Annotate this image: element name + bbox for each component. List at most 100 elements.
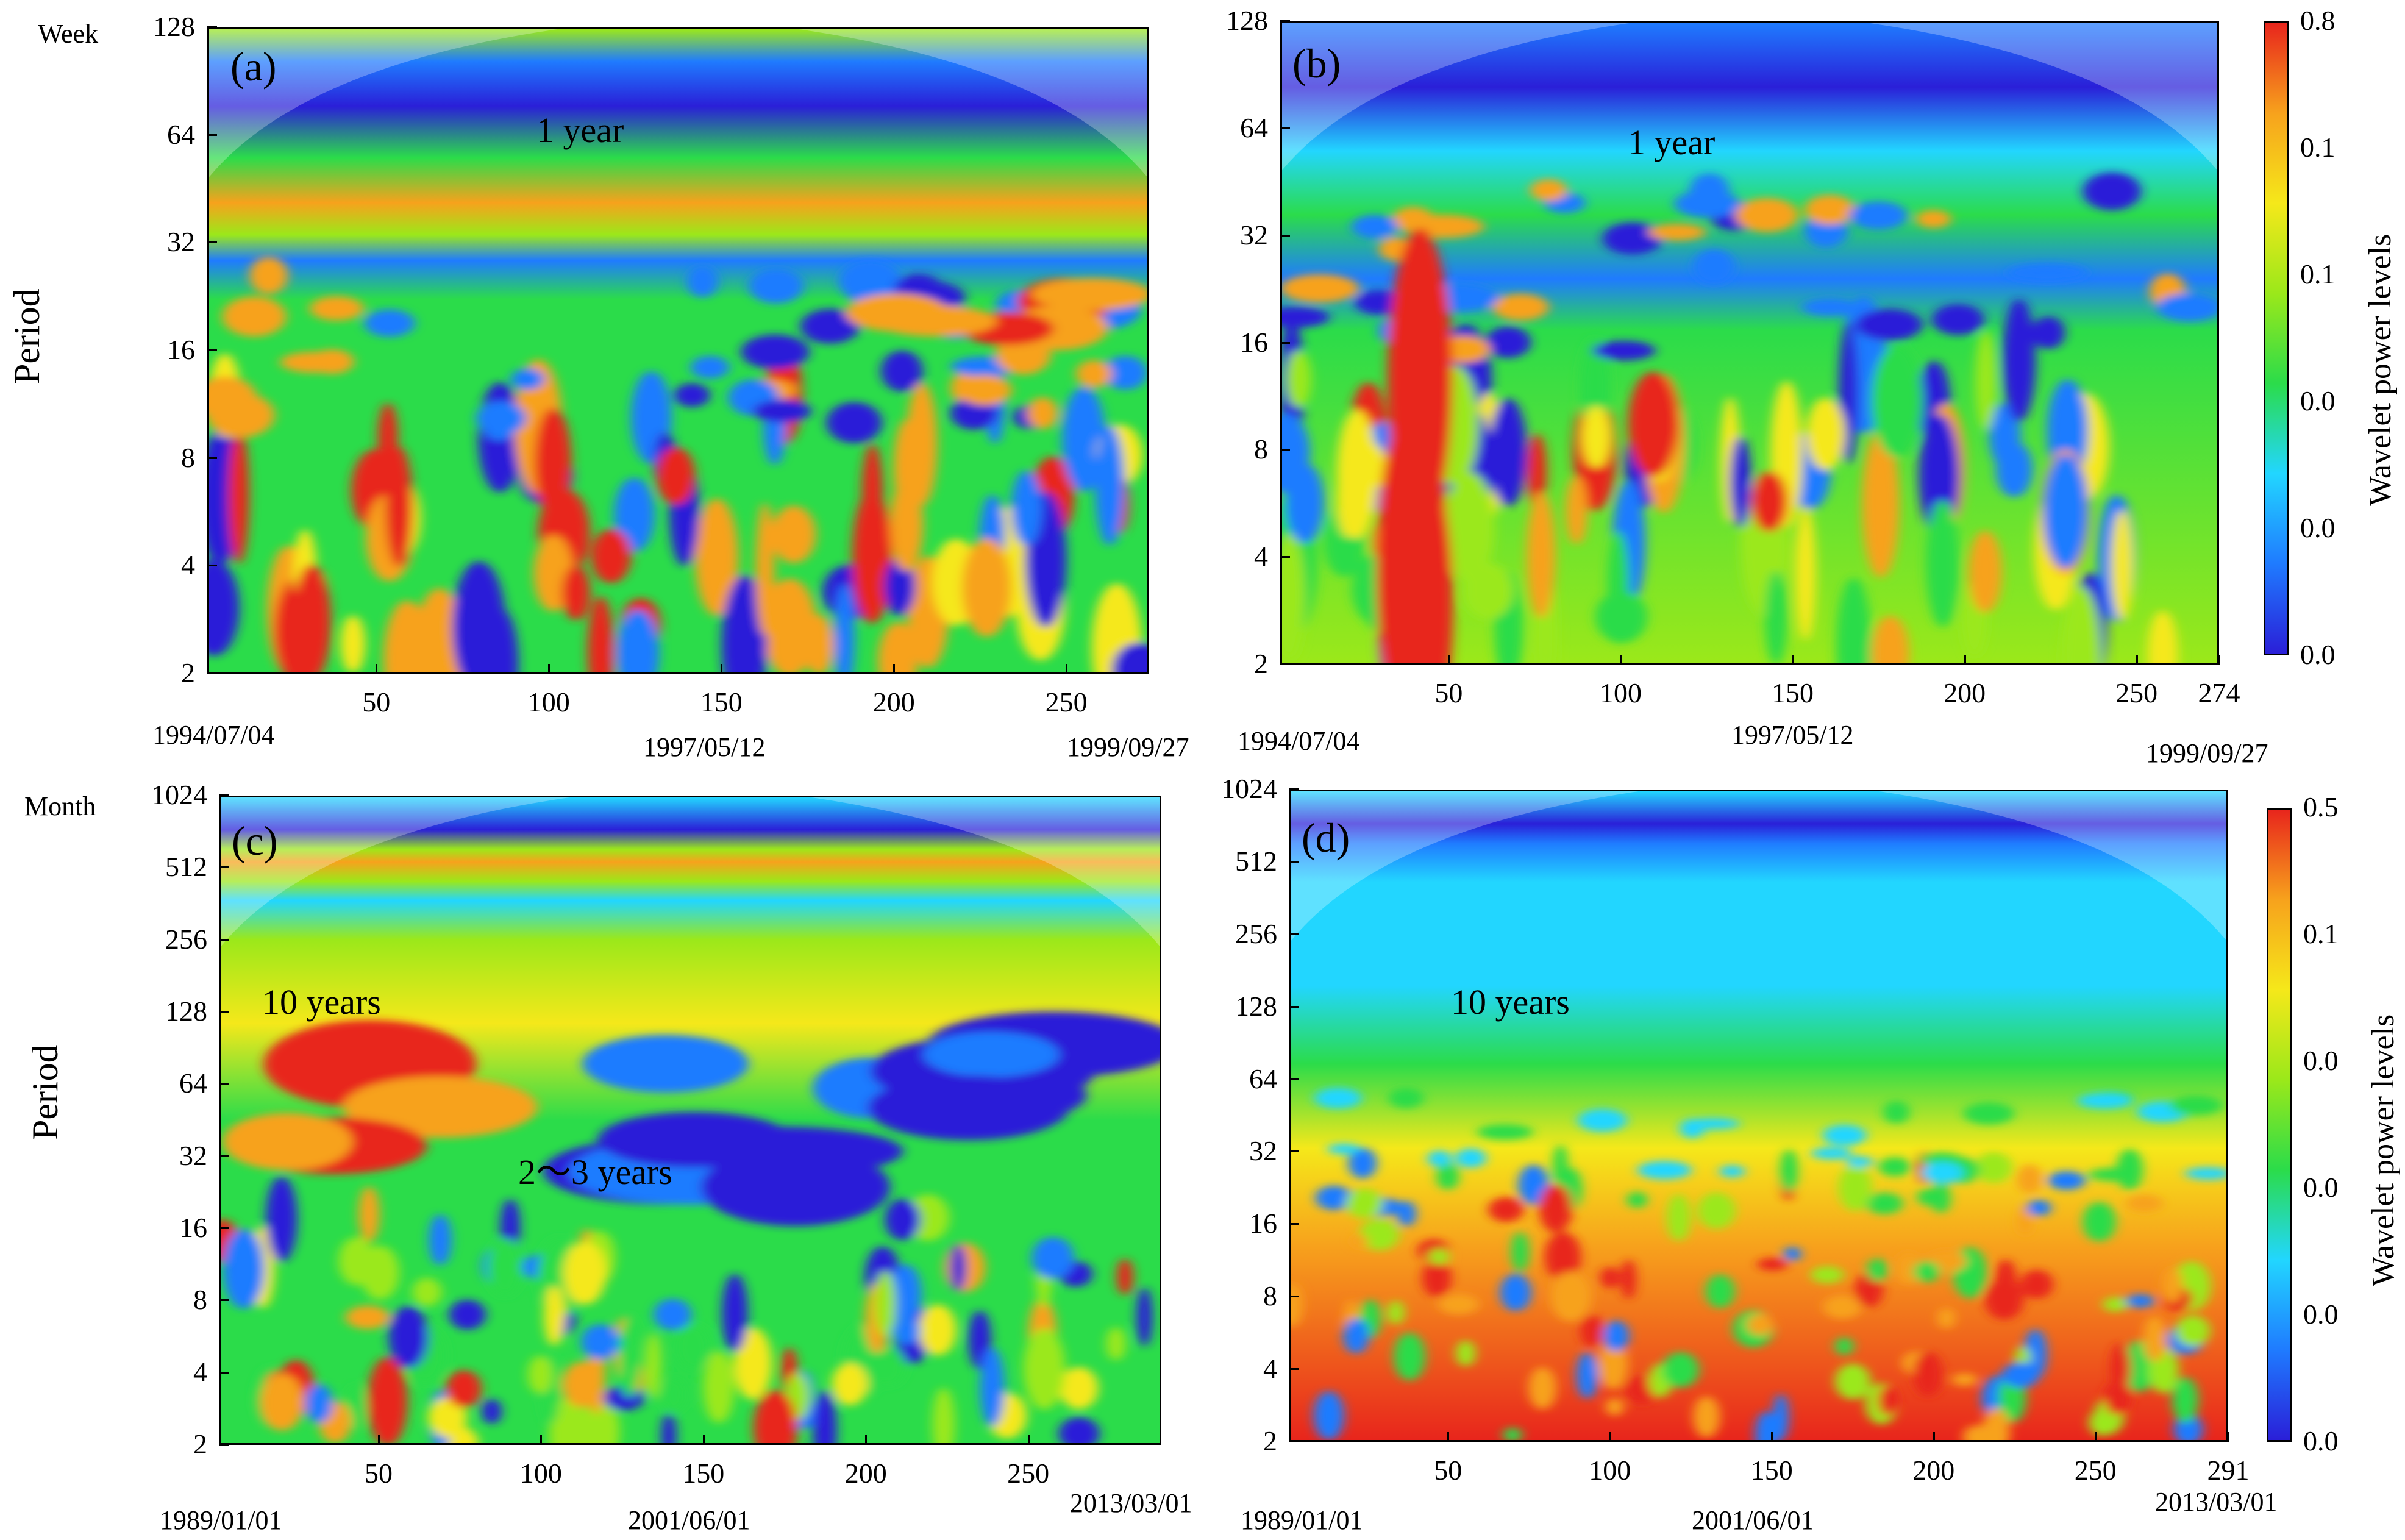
power-blob — [1666, 1194, 1691, 1241]
power-blob — [1975, 1152, 2012, 1183]
power-blob — [228, 426, 249, 565]
power-blob — [1345, 1188, 1383, 1219]
y-tick-mark — [219, 1299, 229, 1302]
power-blob — [1811, 1266, 1844, 1284]
x-tick-label: 250 — [2115, 677, 2158, 708]
power-blob — [2002, 298, 2036, 422]
y-axis-title-c: Period — [25, 1044, 65, 1140]
y-tick-label: 64 — [179, 1068, 207, 1099]
power-blob — [950, 1244, 967, 1291]
colorbar-tick-label: 0.1 — [2300, 132, 2336, 163]
power-blob — [1747, 1313, 1773, 1336]
annotation-c-0: 10 years — [262, 982, 381, 1022]
power-blob — [892, 1317, 921, 1345]
power-blob — [1061, 387, 1106, 492]
power-blob — [343, 1076, 538, 1138]
y-tick-mark — [207, 349, 217, 351]
power-blob — [694, 498, 739, 616]
power-blob — [1917, 1188, 1940, 1206]
date-mid-b: 1997/05/12 — [1731, 720, 1854, 750]
date-end-b: 1999/09/27 — [2146, 738, 2268, 768]
power-blob — [873, 1347, 905, 1386]
power-blob — [2026, 1199, 2051, 1216]
power-blob — [1620, 1259, 1636, 1300]
power-blob — [340, 615, 366, 672]
power-blob — [429, 1214, 452, 1266]
date-mid-c: 2001/06/01 — [628, 1505, 750, 1535]
power-blob — [563, 1241, 607, 1305]
power-blob — [2169, 1096, 2223, 1116]
power-blob — [1915, 210, 1951, 228]
y-tick-label: 64 — [1249, 1063, 1277, 1094]
date-start-b: 1994/07/04 — [1238, 726, 1360, 756]
power-blob — [1462, 563, 1514, 619]
power-blob — [1518, 1164, 1549, 1205]
y-tick-mark — [1289, 1368, 1299, 1371]
power-blob — [733, 1327, 772, 1400]
x-tick-label: 250 — [1007, 1458, 1050, 1489]
power-blob — [661, 1377, 688, 1413]
power-blob — [2103, 1380, 2131, 1415]
x-tick-mark — [1620, 655, 1622, 665]
power-blob — [1823, 1295, 1862, 1319]
y-tick-mark — [1280, 663, 1290, 665]
y-tick-label: 8 — [193, 1284, 207, 1316]
y-tick-mark — [207, 241, 217, 244]
power-blob — [1484, 326, 1531, 358]
power-blob — [1982, 1408, 2010, 1440]
y-tick-mark — [1280, 556, 1290, 558]
colorbar-tick-label: 0.8 — [2300, 5, 2336, 36]
power-blob — [452, 561, 506, 672]
power-blob — [1348, 1147, 1377, 1179]
x-tick-label: 50 — [365, 1458, 393, 1489]
colorbar-tick-label: 0.0 — [2303, 1045, 2339, 1076]
date-mid-a: 1997/05/12 — [643, 732, 766, 762]
y-tick-mark — [1289, 1005, 1299, 1008]
x-tick-mark — [865, 1435, 868, 1445]
power-blob — [1352, 1235, 1369, 1248]
colorbar-tick-label: 0.0 — [2300, 385, 2336, 416]
y-tick-label: 256 — [165, 923, 207, 955]
power-blob — [1106, 1327, 1126, 1361]
power-blob — [1895, 1252, 1922, 1285]
power-blob — [1387, 1300, 1405, 1325]
power-blob — [1592, 340, 1656, 361]
power-blob — [292, 564, 332, 672]
power-blob — [2126, 1194, 2164, 1213]
power-blob — [1477, 1124, 1533, 1140]
power-blob — [1530, 179, 1567, 201]
colorbar-tick-label: 0.1 — [2300, 258, 2336, 290]
power-blob — [1580, 1314, 1604, 1347]
colorbar-tick-label: 0.0 — [2300, 639, 2336, 670]
power-blob — [222, 296, 287, 337]
power-blob — [1705, 1274, 1735, 1308]
power-blob — [752, 399, 811, 423]
power-blob — [1674, 190, 1740, 218]
date-start-c: 1989/01/01 — [160, 1505, 282, 1535]
power-blob — [1388, 1087, 1424, 1108]
power-blob — [1783, 1247, 1801, 1261]
y-tick-mark — [207, 565, 217, 567]
power-blob — [1286, 350, 1311, 408]
x-tick-label: 100 — [519, 1458, 562, 1489]
power-blob — [1628, 371, 1679, 477]
power-blob — [2043, 454, 2089, 569]
power-blob — [1023, 1328, 1066, 1410]
power-blob — [813, 1390, 837, 1443]
power-blob — [1397, 1200, 1416, 1227]
power-blob — [2163, 1267, 2183, 1303]
power-blob — [2048, 1171, 2086, 1190]
x-tick-mark — [1964, 655, 1966, 665]
power-blob — [482, 1399, 502, 1424]
date-end-a: 1999/09/27 — [1067, 732, 1189, 762]
power-blob — [645, 1333, 661, 1399]
power-blob — [1602, 222, 1663, 255]
power-blob — [1136, 1287, 1153, 1347]
power-blob — [367, 1356, 408, 1443]
power-blob — [1801, 298, 1859, 316]
x-tick-label: 100 — [527, 686, 570, 718]
power-blob — [1883, 1100, 1910, 1124]
power-blob — [1685, 1118, 1741, 1130]
power-blob — [919, 1304, 957, 1356]
power-blob — [875, 305, 997, 337]
